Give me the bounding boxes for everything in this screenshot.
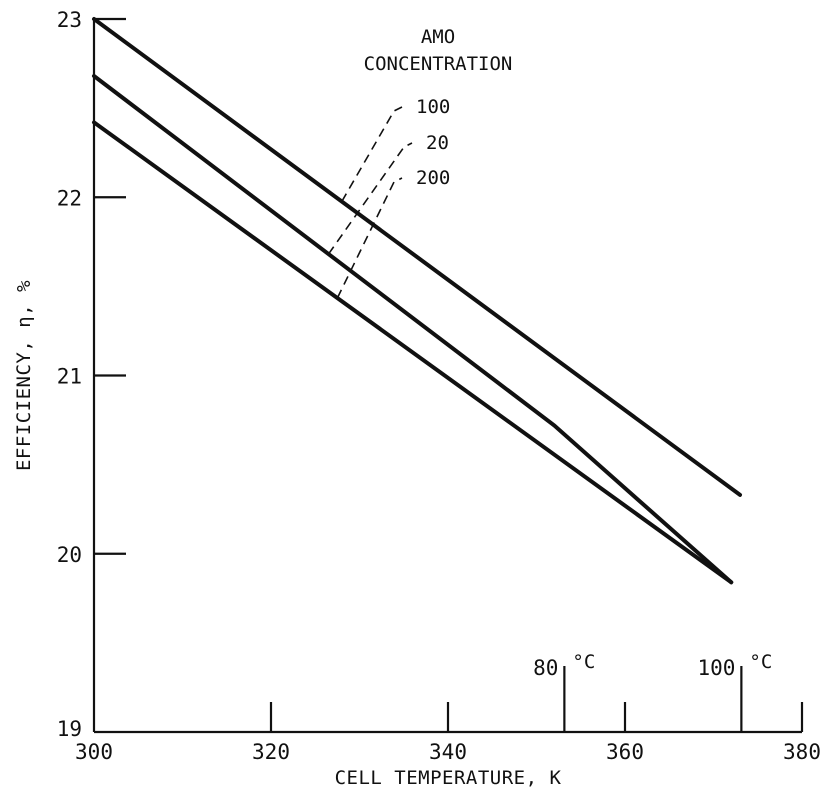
series-line-20	[92, 74, 734, 585]
series-line-100	[92, 17, 742, 497]
series-lines	[92, 17, 742, 585]
x-tick-label-380: 380	[783, 740, 821, 764]
legend-leader-200	[336, 177, 403, 299]
x-tick-label-300: 300	[75, 740, 113, 764]
legend-title-line-2: CONCENTRATION	[364, 53, 513, 75]
y-ticks: 19 20 21 22 23	[57, 8, 126, 741]
y-tick-label-23: 23	[57, 8, 82, 32]
x-axis-title: CELL TEMPERATURE, K	[335, 767, 562, 789]
x-tick-label-340: 340	[429, 740, 467, 764]
legend-leader-20	[327, 142, 413, 255]
x-tick-label-360: 360	[606, 740, 644, 764]
celsius-label-80: 80	[533, 656, 558, 680]
x-tick-label-320: 320	[252, 740, 290, 764]
celsius-unit-80: °C	[572, 651, 595, 673]
y-tick-label-21: 21	[57, 365, 82, 389]
x-ticks: 300 320 340 360 380	[75, 702, 821, 764]
y-tick-label-20: 20	[57, 543, 82, 567]
y-tick-label-22: 22	[57, 186, 82, 210]
series-line-200	[92, 120, 734, 585]
legend-label-20: 20	[426, 132, 449, 154]
celsius-unit-100: °C	[749, 651, 772, 673]
legend-title-line-1: AMO	[421, 26, 455, 48]
celsius-label-100: 100	[697, 656, 735, 680]
legend: AMO CONCENTRATION 100 20 200	[327, 26, 513, 299]
legend-leader-100	[341, 106, 403, 202]
y-axis-title: EFFICIENCY, η, %	[13, 280, 35, 471]
y-tick-label-19: 19	[57, 717, 82, 741]
celsius-markers: 80 °C 100 °C	[533, 651, 772, 732]
legend-label-100: 100	[416, 96, 450, 118]
legend-label-200: 200	[416, 167, 450, 189]
